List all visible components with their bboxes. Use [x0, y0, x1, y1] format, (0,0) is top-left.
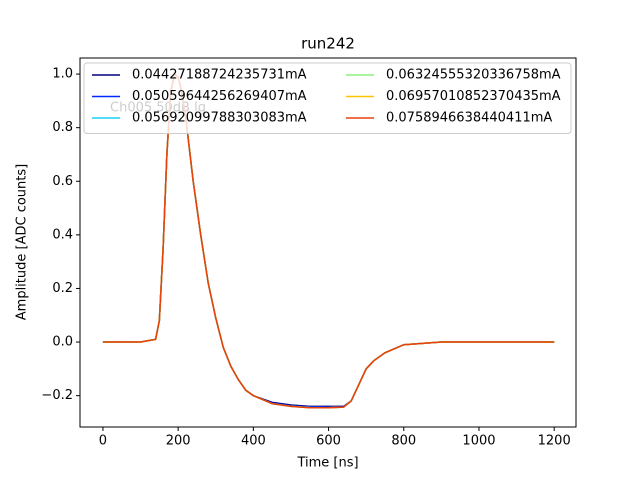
x-tick-label: 1200 [538, 434, 571, 449]
legend-label: 0.06324555320336758mA [386, 68, 561, 83]
y-tick-label: −0.2 [41, 388, 73, 403]
y-axis-label: Amplitude [ADC counts] [15, 164, 30, 320]
x-axis-label: Time [ns] [296, 456, 358, 471]
y-tick-label: 1.0 [52, 67, 73, 82]
legend-label: 0.06957010852370435mA [386, 89, 561, 104]
legend-label: 0.05692099788303083mA [132, 111, 307, 126]
y-tick-label: 0.2 [52, 281, 73, 296]
y-tick-label: 0.8 [52, 120, 73, 135]
legend-label: 0.0758946638440411mA [386, 111, 552, 126]
y-tick-label: 0.6 [52, 174, 73, 189]
series-line [102, 72, 555, 409]
plot-frame [79, 57, 577, 428]
x-tick-label: 0 [99, 434, 107, 449]
x-tick-label: 200 [166, 434, 191, 449]
x-tick-label: 800 [391, 434, 416, 449]
y-tick-label: 0.0 [52, 335, 73, 350]
chart-title: run242 [301, 35, 355, 53]
legend-label: 0.04427188724235731mA [132, 68, 307, 83]
x-tick-label: 400 [241, 434, 266, 449]
legend-box [83, 62, 572, 134]
x-tick-label: 600 [316, 434, 341, 449]
y-tick-label: 0.4 [52, 227, 73, 242]
x-tick-label: 1000 [462, 434, 495, 449]
legend-label: 0.05059644256269407mA [132, 89, 307, 104]
